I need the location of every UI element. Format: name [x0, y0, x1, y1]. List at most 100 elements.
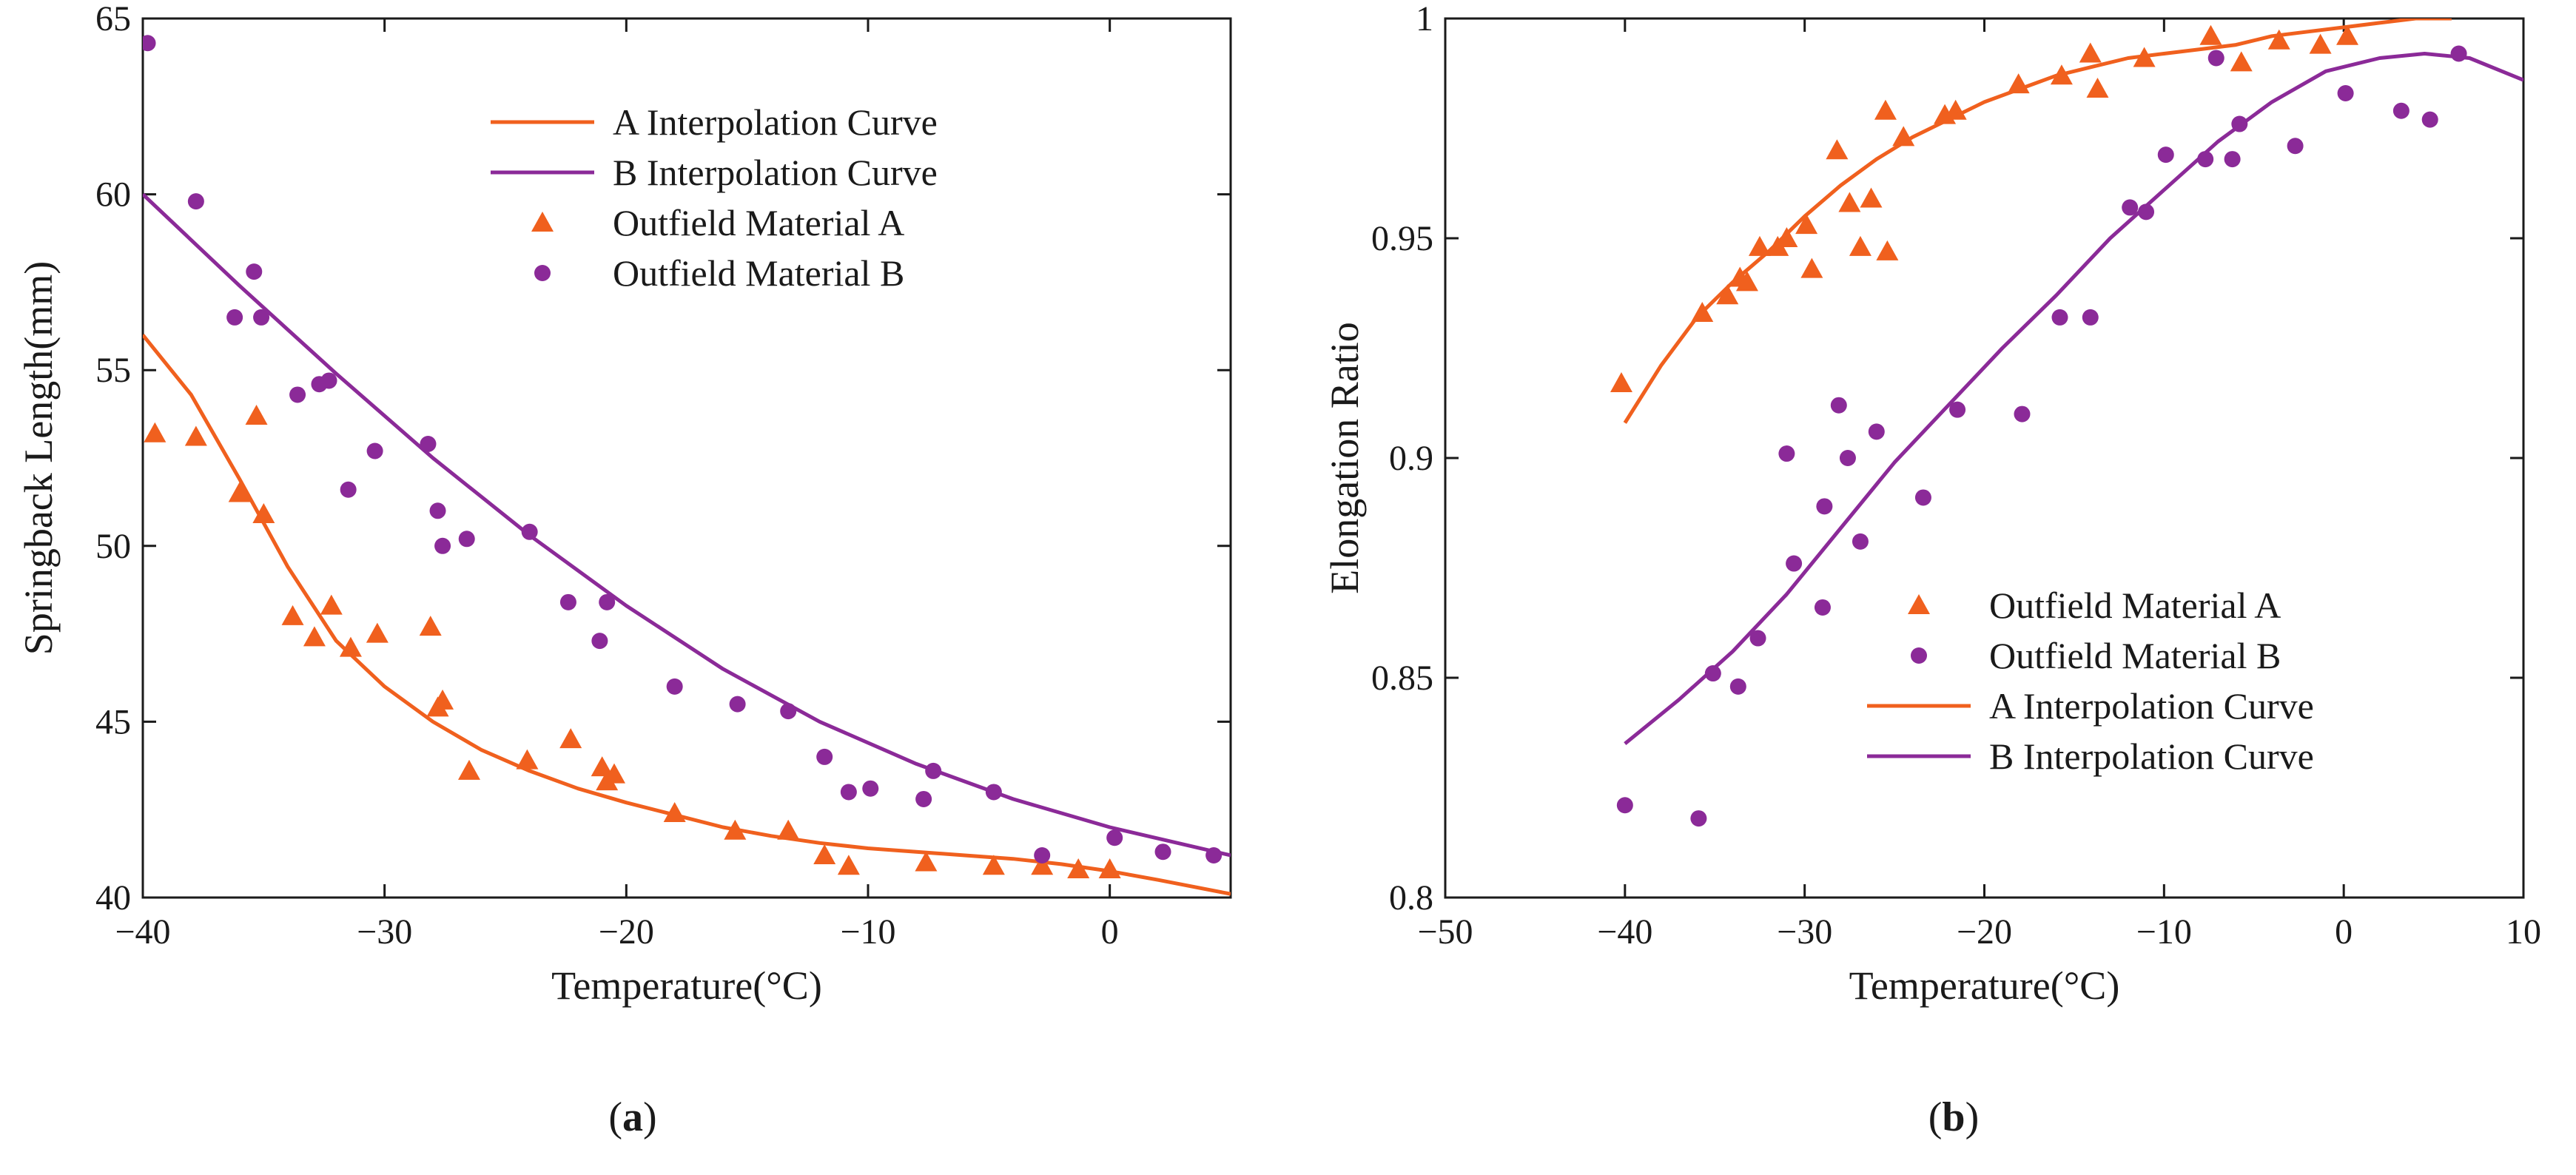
- caption-letter: b: [1942, 1094, 1965, 1140]
- data-point-triangle: [2309, 33, 2332, 54]
- data-point-circle: [862, 780, 879, 797]
- data-point-circle: [366, 442, 383, 459]
- data-point-triangle: [184, 425, 207, 446]
- data-point-circle: [729, 696, 746, 713]
- data-point-triangle: [1838, 192, 1861, 212]
- data-point-circle: [840, 784, 857, 801]
- x-tick-label: 0: [2335, 912, 2353, 952]
- x-tick-label: −40: [115, 912, 170, 952]
- series-outfield-material-b: [1616, 45, 2467, 827]
- data-point-triangle: [366, 622, 389, 643]
- data-point-circle: [985, 784, 1002, 801]
- y-tick-label: 0.95: [1371, 219, 1433, 258]
- data-point-triangle: [2079, 42, 2102, 63]
- legend: A Interpolation Curve B Interpolation Cur…: [491, 101, 938, 294]
- data-point-triangle: [419, 616, 442, 636]
- data-point-circle: [253, 309, 270, 326]
- data-point-circle: [925, 762, 942, 779]
- series-line: [143, 192, 1231, 858]
- legend-item: A Interpolation Curve: [491, 101, 938, 143]
- chart-panel-a: −40 −30 −20 −10 0 40 45 50 55 60 65 Temperature(°C)…: [16, 0, 1232, 1140]
- data-point-circle: [2207, 50, 2224, 67]
- data-point-circle: [2337, 84, 2354, 101]
- legend-item: Outfield Material B: [1911, 635, 2281, 676]
- legend-label: B Interpolation Curve: [1989, 735, 2314, 777]
- data-point-circle: [246, 263, 263, 280]
- series-b-interpolation-curve: [143, 192, 1231, 858]
- legend-label: Outfield Material A: [1989, 585, 2281, 626]
- x-axis-label: Temperature(°C): [1849, 963, 2120, 1008]
- caption-letter: a: [622, 1094, 643, 1140]
- series-a-interpolation-curve: [1623, 18, 2452, 424]
- data-point-triangle: [2199, 24, 2222, 45]
- data-point-triangle: [1067, 858, 1090, 878]
- legend: Outfield Material A Outfield Material B A …: [1867, 585, 2314, 777]
- data-point-circle: [1868, 423, 1885, 440]
- caption-close-paren: ): [1965, 1094, 1980, 1140]
- data-point-triangle: [1098, 858, 1121, 878]
- data-point-circle: [226, 309, 243, 326]
- x-tick-label: −20: [1957, 912, 2012, 952]
- y-tick-label: 1: [1416, 0, 1433, 38]
- data-point-triangle: [320, 594, 343, 615]
- legend-label: A Interpolation Curve: [1989, 685, 2314, 727]
- x-tick-label: −20: [599, 912, 654, 952]
- x-tick-label: −10: [2136, 912, 2192, 952]
- x-tick-label: −10: [840, 912, 895, 952]
- data-point-circle: [1034, 846, 1051, 863]
- data-point-triangle: [431, 689, 454, 710]
- y-tick-label: 0.9: [1389, 439, 1433, 478]
- x-tick-label: −40: [1597, 912, 1652, 952]
- data-point-circle: [591, 633, 608, 650]
- data-point-circle: [340, 481, 357, 498]
- data-point-circle: [2392, 102, 2409, 119]
- caption-close-paren: ): [643, 1094, 657, 1140]
- data-point-circle: [320, 372, 337, 389]
- data-point-circle: [1616, 797, 1633, 814]
- data-point-triangle: [663, 801, 686, 822]
- data-point-triangle: [777, 819, 800, 840]
- panel-caption: (b): [1928, 1094, 1979, 1140]
- data-point-circle: [289, 386, 306, 403]
- data-point-circle: [2157, 147, 2174, 164]
- legend-label: Outfield Material B: [1989, 635, 2281, 676]
- data-point-triangle: [2336, 24, 2359, 45]
- legend-label: B Interpolation Curve: [613, 152, 938, 193]
- caption-open-paren: (: [1928, 1094, 1943, 1140]
- data-point-triangle: [1735, 271, 1758, 292]
- plot-area: [1610, 18, 2523, 827]
- plot-frame: [141, 17, 1232, 899]
- data-point-circle: [1786, 555, 1803, 572]
- y-tick-label: 55: [95, 351, 131, 390]
- legend-item: B Interpolation Curve: [1867, 735, 2314, 777]
- data-point-circle: [1749, 630, 1766, 647]
- legend-label: Outfield Material B: [613, 252, 904, 294]
- data-point-circle: [2224, 151, 2241, 168]
- data-point-circle: [1729, 678, 1746, 695]
- legend-item: B Interpolation Curve: [491, 152, 938, 193]
- series-b-interpolation-curve: [1624, 52, 2523, 746]
- data-point-circle: [521, 523, 538, 540]
- data-point-circle: [2082, 309, 2099, 326]
- data-point-circle: [1106, 829, 1123, 846]
- data-point-circle: [1949, 401, 1966, 418]
- data-point-circle: [1205, 846, 1223, 863]
- data-point-circle: [1704, 665, 1721, 682]
- data-point-triangle: [559, 728, 582, 749]
- plot-frame: [1444, 17, 2525, 899]
- data-point-triangle: [591, 756, 613, 777]
- data-point-triangle: [2230, 51, 2253, 72]
- x-tick-label: 0: [1101, 912, 1119, 952]
- data-point-circle: [1852, 533, 1869, 550]
- data-point-circle: [187, 193, 204, 210]
- data-point-triangle: [281, 605, 304, 625]
- y-tick-label: 50: [95, 527, 131, 566]
- data-point-circle: [1830, 397, 1847, 414]
- data-point-triangle: [339, 636, 362, 657]
- data-point-triangle: [1849, 235, 1872, 256]
- legend-triangle-swatch: [1908, 594, 1930, 614]
- data-point-triangle: [1826, 139, 1849, 160]
- data-point-circle: [816, 748, 833, 765]
- x-tick-label: −30: [357, 912, 412, 952]
- y-axis-label: Elongation Ratio: [1322, 322, 1367, 593]
